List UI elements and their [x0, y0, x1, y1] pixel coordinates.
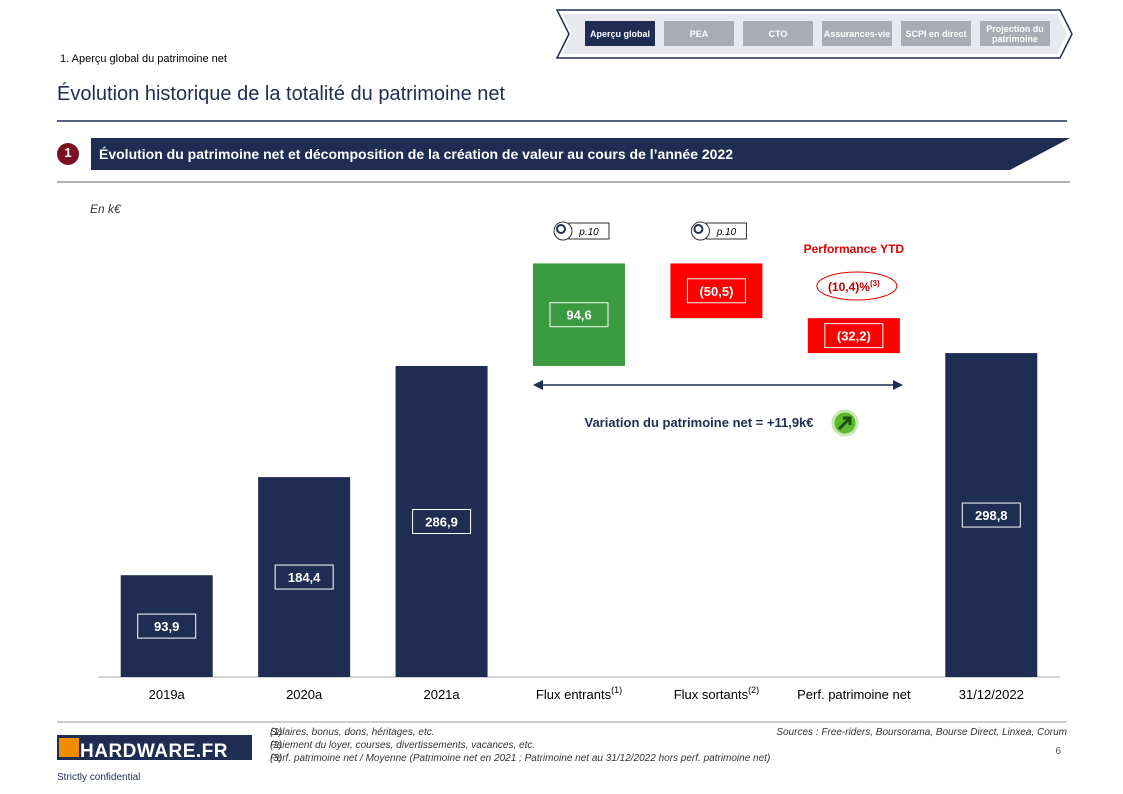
page-number: 6 — [1055, 746, 1061, 757]
page-ref: p.10 — [716, 227, 737, 238]
value-label-box — [961, 502, 1021, 528]
bar — [258, 477, 351, 677]
sources: Sources : Free-riders, Boursorama, Bours… — [776, 727, 1067, 738]
section-badge — [57, 143, 79, 165]
category-note: (1) — [611, 685, 622, 695]
nav-tab[interactable]: CTO — [743, 21, 813, 46]
section-band — [91, 138, 1070, 170]
page-title: Évolution historique de la totalité du p… — [57, 83, 506, 105]
category-name: Flux sortants — [674, 687, 749, 702]
category-name: Perf. patrimoine net — [797, 687, 911, 702]
page-ref: p.10 — [578, 227, 599, 238]
trend-arrow — [837, 416, 852, 431]
value-label-box — [824, 323, 884, 349]
bar — [120, 575, 213, 677]
x-tick-label: 2020a — [286, 687, 323, 702]
logo-mark — [59, 738, 79, 757]
category-name: 2019a — [149, 687, 186, 702]
category-name: Flux entrants — [536, 687, 612, 702]
value-label-box — [686, 278, 746, 304]
footnote-text: Paiement du loyer, courses, divertisseme… — [270, 740, 536, 751]
nav-tab[interactable]: Assurances-vie — [822, 21, 892, 46]
value-label: 94,6 — [566, 308, 591, 323]
performance-title: Performance YTD — [804, 242, 905, 256]
variation-label: Variation du patrimoine net = +11,9k€ — [584, 415, 813, 430]
footnote-text: Salaires, bonus, dons, héritages, etc. — [270, 727, 435, 738]
unit-label: En k€ — [90, 202, 121, 216]
x-tick-label: Flux entrants(1) — [536, 685, 622, 702]
category-note: (2) — [748, 685, 759, 695]
category-name: 2020a — [286, 687, 323, 702]
value-label: 93,9 — [154, 619, 179, 634]
x-tick-label: 2021a — [423, 687, 460, 702]
bar — [533, 263, 625, 366]
nav-tab[interactable]: Projection du patrimoine — [980, 21, 1050, 46]
confidential: Strictly confidential — [57, 772, 141, 783]
x-tick-label: Flux sortants(2) — [674, 685, 759, 702]
bar — [945, 353, 1038, 677]
nav-tab[interactable]: SCPI en direct — [901, 21, 971, 46]
footnote-marker: (3) — [270, 753, 283, 764]
footnote-marker: (1) — [270, 727, 283, 738]
bar — [395, 365, 488, 677]
bar — [670, 263, 763, 319]
nav-tab[interactable]: PEA — [664, 21, 734, 46]
nav-tab[interactable]: Aperçu global — [585, 21, 655, 46]
x-tick-label: 2019a — [149, 687, 186, 702]
footnote: (1) Salaires, bonus, dons, héritages, etc… — [270, 727, 435, 738]
breadcrumb: 1. Aperçu global du patrimoine net — [60, 53, 227, 65]
value-label-box — [274, 564, 334, 590]
value-label: (32,2) — [837, 329, 871, 344]
value-label: (50,5) — [699, 284, 733, 299]
footnote-marker: (2) — [270, 740, 283, 751]
section-title: Évolution du patrimoine net et décomposi… — [99, 146, 734, 162]
section-number: 1 — [64, 145, 72, 160]
performance-label: (10,4)% — [828, 280, 870, 294]
performance-note: (3) — [870, 279, 880, 288]
value-label-box — [549, 302, 609, 328]
x-tick-label: Perf. patrimoine net — [797, 687, 911, 702]
footnote: (2) Paiement du loyer, courses, divertiss… — [270, 740, 535, 751]
performance-value: (10,4)%(3) — [828, 279, 880, 294]
logo-bg — [57, 735, 252, 760]
category-name: 2021a — [423, 687, 460, 702]
value-label: 184,4 — [288, 570, 321, 585]
value-label: 286,9 — [425, 514, 458, 529]
value-label-box — [412, 508, 472, 534]
magnifier-lens — [693, 224, 704, 234]
category-name: 31/12/2022 — [959, 687, 1024, 702]
performance-oval — [816, 271, 898, 301]
x-tick-label: 31/12/2022 — [959, 687, 1024, 702]
value-label-box — [137, 613, 197, 639]
footnote-text: Perf. patrimoine net / Moyenne (Patrimoi… — [270, 753, 771, 764]
value-label: 298,8 — [975, 508, 1008, 523]
footnote: (3) Perf. patrimoine net / Moyenne (Patri… — [270, 753, 770, 764]
logo: HARDWARE.FR — [80, 741, 228, 762]
magnifier-lens — [556, 224, 566, 234]
